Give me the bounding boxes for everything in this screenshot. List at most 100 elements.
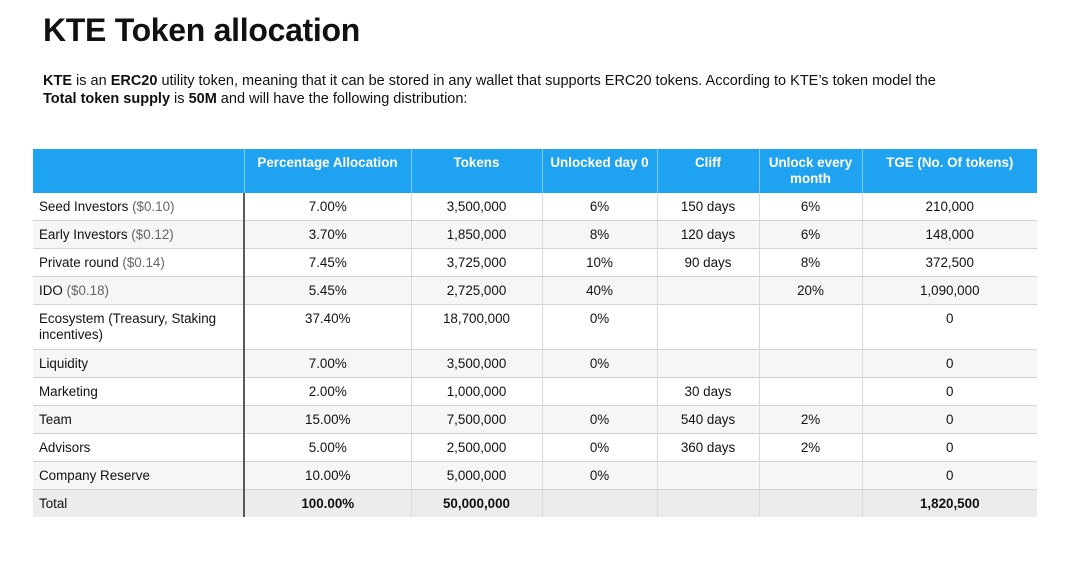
cell-tokens: 3,500,000 [410,349,542,378]
cell-percentage: 3.70% [243,220,411,249]
cell-cliff: 30 days [656,377,759,406]
table-row: Seed Investors ($0.10) 7.00% 3,500,000 6% 15… [33,193,1037,221]
cell-tokens: 1,000,000 [410,377,542,406]
cell-tokens: 7,500,000 [410,405,542,434]
intro-standard: ERC20 [110,73,158,89]
intro-token-name: KTE [43,73,72,89]
cell-unlocked-day0: 0% [541,304,657,350]
cell-tokens: 2,500,000 [410,433,542,462]
cell-tge: 0 [861,405,1037,434]
category-price: ($0.14) [122,255,165,270]
table-row: Private round ($0.14) 7.45% 3,725,000 10% 90… [33,248,1037,277]
cell-unlocked-day0: 10% [541,248,657,277]
table-row: Liquidity 7.00% 3,500,000 0% 0 [33,349,1037,378]
total-row: Total 100.00% 50,000,000 1,820,500 [33,489,1037,517]
intro-text-1: is an [72,73,111,89]
cell-tge: 0 [861,461,1037,490]
cell-unlocked-day0: 8% [541,220,657,249]
cell-cliff [656,349,759,378]
cell-cliff: 150 days [656,193,759,221]
header-tokens: Tokens [410,149,542,193]
category-name: Early Investors [39,227,128,242]
category-name: IDO [39,283,63,298]
cell-tge: 1,090,000 [861,276,1037,305]
cell-unlocked-day0: 0% [541,433,657,462]
cell-unlock-monthly: 20% [758,276,862,305]
intro-text-3: is [170,91,189,107]
total-unlock-monthly [758,489,862,517]
cell-tokens: 5,000,000 [410,461,542,490]
header-category [33,149,244,193]
cell-percentage: 7.00% [243,193,411,221]
cell-category: Liquidity [33,349,245,378]
cell-percentage: 7.00% [243,349,411,378]
category-name: Company Reserve [39,468,150,483]
cell-category: Team [33,405,245,434]
intro-supply-label: Total token supply [43,91,171,107]
cell-tge: 210,000 [861,193,1037,221]
category-price: ($0.18) [66,283,109,298]
total-unlocked-day0 [541,489,657,517]
cell-cliff [656,461,759,490]
category-name: Seed Investors [39,199,129,214]
category-price: ($0.12) [131,227,174,242]
cell-unlocked-day0 [541,377,657,406]
cell-unlock-monthly [758,304,862,350]
cell-tge: 0 [861,349,1037,378]
header-tge: TGE (No. Of tokens) [861,149,1037,193]
total-tokens: 50,000,000 [410,489,542,517]
cell-tge: 0 [861,433,1037,462]
cell-percentage: 5.45% [243,276,411,305]
table-row: Company Reserve 10.00% 5,000,000 0% 0 [33,461,1037,490]
cell-tokens: 1,850,000 [410,220,542,249]
cell-unlock-monthly [758,349,862,378]
cell-cliff [656,304,759,350]
cell-unlock-monthly [758,377,862,406]
category-name: Ecosystem (Treasury, Staking incentives) [39,311,217,342]
intro-text-2: utility token, meaning that it can be st… [157,73,936,89]
cell-category: Company Reserve [33,461,245,490]
cell-category: Private round ($0.14) [33,248,245,277]
cell-unlocked-day0: 40% [541,276,657,305]
intro-paragraph: KTE is an ERC20 utility token, meaning t… [43,72,963,108]
category-price: ($0.10) [132,199,175,214]
category-name: Team [39,412,72,427]
cell-tge: 148,000 [861,220,1037,249]
header-cliff: Cliff [656,149,759,193]
cell-tokens: 3,500,000 [410,193,542,221]
cell-percentage: 15.00% [243,405,411,434]
cell-unlocked-day0: 0% [541,405,657,434]
intro-text-4: and will have the following distribution… [216,91,468,107]
cell-tokens: 18,700,000 [410,304,542,350]
header-percentage: Percentage Allocation [243,149,411,193]
cell-category: Marketing [33,377,245,406]
cell-cliff: 540 days [656,405,759,434]
cell-unlock-monthly: 2% [758,433,862,462]
table-row: Team 15.00% 7,500,000 0% 540 days 2% 0 [33,405,1037,434]
table-row: Ecosystem (Treasury, Staking incentives)… [33,304,1037,350]
cell-cliff: 90 days [656,248,759,277]
cell-category: Advisors [33,433,245,462]
cell-unlock-monthly: 6% [758,220,862,249]
allocation-table: Percentage Allocation Tokens Unlocked da… [33,149,1037,517]
cell-unlocked-day0: 6% [541,193,657,221]
cell-tge: 372,500 [861,248,1037,277]
cell-cliff: 120 days [656,220,759,249]
cell-percentage: 5.00% [243,433,411,462]
cell-percentage: 37.40% [243,304,411,350]
cell-category: Early Investors ($0.12) [33,220,245,249]
total-tge: 1,820,500 [861,489,1037,517]
table-row: Early Investors ($0.12) 3.70% 1,850,000 8% 1… [33,220,1037,249]
cell-unlocked-day0: 0% [541,461,657,490]
table-row: Marketing 2.00% 1,000,000 30 days 0 [33,377,1037,406]
cell-percentage: 2.00% [243,377,411,406]
category-name: Liquidity [39,356,89,371]
category-name: Advisors [39,440,91,455]
cell-unlock-monthly [758,461,862,490]
cell-tokens: 2,725,000 [410,276,542,305]
total-label: Total [33,489,245,517]
cell-tge: 0 [861,377,1037,406]
table-row: Advisors 5.00% 2,500,000 0% 360 days 2% 0 [33,433,1037,462]
cell-category: IDO ($0.18) [33,276,245,305]
category-name: Private round [39,255,119,270]
